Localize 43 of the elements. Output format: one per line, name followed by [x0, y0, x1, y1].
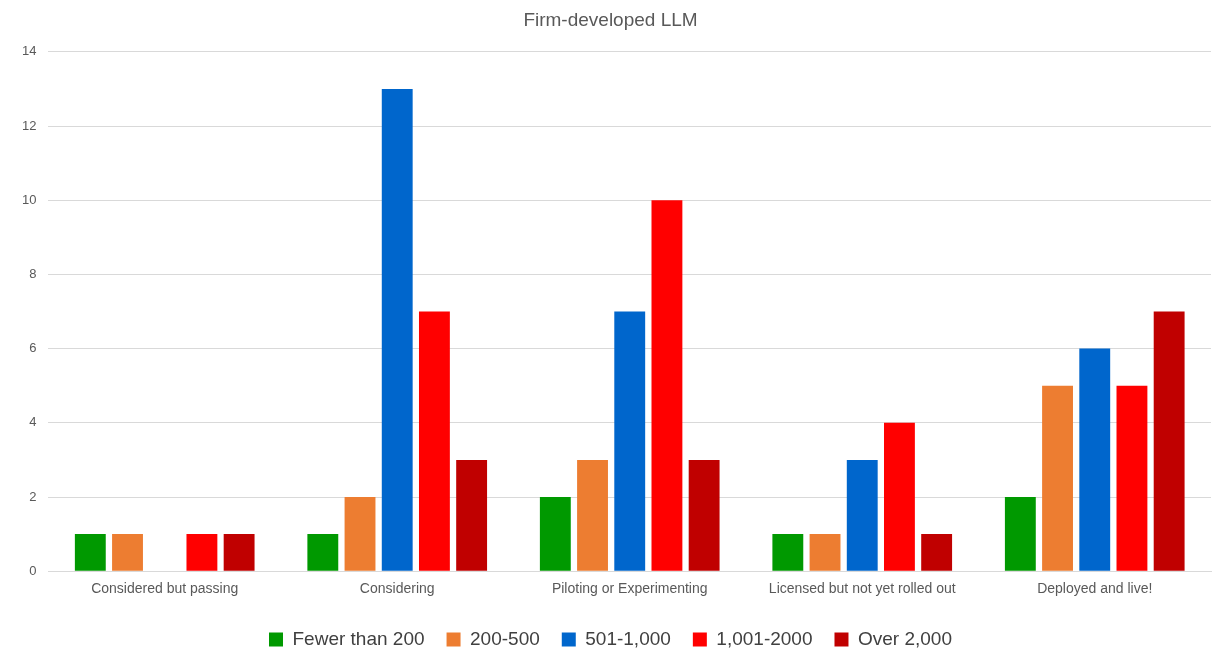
bar — [651, 200, 683, 571]
bar — [884, 422, 915, 571]
bar — [539, 497, 571, 571]
x-tick-label: Deployed and live! — [1037, 580, 1153, 597]
bar — [1004, 497, 1036, 571]
bar — [772, 534, 804, 571]
bar — [1116, 385, 1148, 571]
y-tick-label: 0 — [29, 562, 37, 578]
bar — [112, 534, 143, 571]
bar — [307, 534, 339, 571]
legend-label: 200-500 — [470, 627, 540, 649]
legend-label: Over 2,000 — [857, 627, 952, 649]
bar — [1042, 385, 1073, 571]
y-tick-label: 14 — [21, 43, 37, 59]
y-tick-label: 8 — [29, 265, 37, 281]
bar — [577, 459, 608, 571]
bar — [921, 534, 953, 571]
bar — [1079, 348, 1111, 571]
bar — [846, 459, 878, 571]
y-tick-label: 10 — [21, 191, 37, 207]
bar — [418, 311, 450, 571]
bar — [614, 311, 646, 571]
bar — [186, 534, 218, 571]
bar — [223, 534, 255, 571]
x-tick-label: Piloting or Experimenting — [551, 580, 708, 597]
bar — [344, 497, 376, 571]
y-tick-label: 4 — [29, 414, 37, 430]
y-tick-label: 6 — [29, 340, 37, 356]
bar — [809, 534, 841, 571]
bar — [74, 534, 106, 571]
x-tick-label: Licensed but not yet rolled out — [768, 580, 956, 597]
bar — [456, 459, 488, 571]
bar — [1153, 311, 1185, 571]
legend-label: Fewer than 200 — [292, 627, 425, 649]
x-tick-label: Considering — [359, 580, 435, 597]
y-tick-label: 2 — [29, 488, 37, 504]
legend-label: 501-1,000 — [585, 627, 671, 649]
x-tick-label: Considered but passing — [91, 580, 239, 597]
legend-label: 1,001-2000 — [716, 627, 813, 649]
bar — [381, 88, 413, 571]
y-tick-label: 12 — [21, 117, 37, 133]
chart-title: Firm-developed LLM — [523, 8, 698, 30]
bar — [688, 459, 720, 571]
